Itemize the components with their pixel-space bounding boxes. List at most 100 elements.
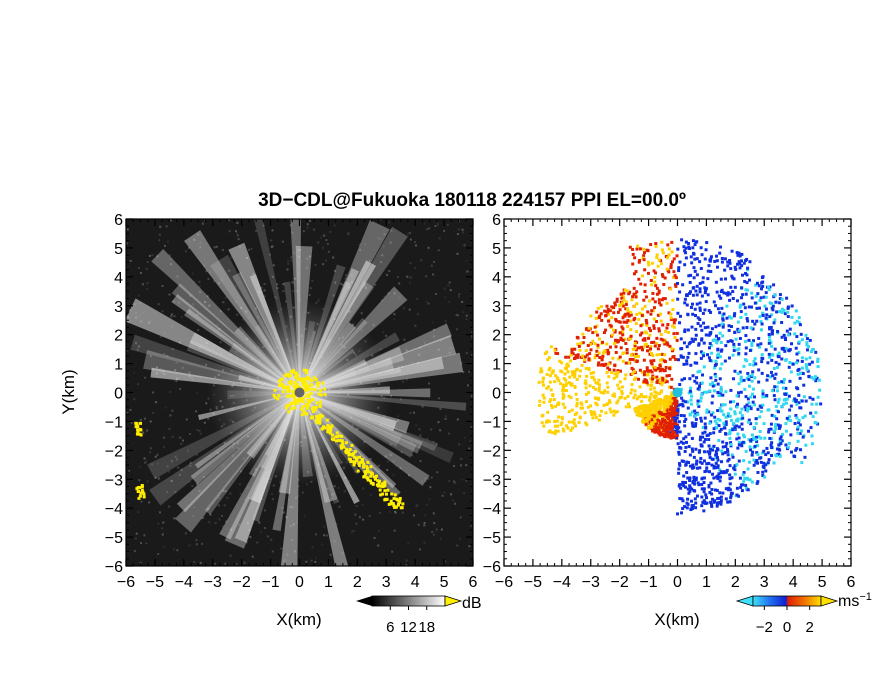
snr-saturated-cell (391, 502, 395, 506)
velocity-cell (809, 411, 813, 415)
velocity-cell (559, 382, 563, 386)
velocity-cell (672, 270, 676, 274)
velocity-cell (562, 395, 566, 399)
velocity-cell (655, 286, 659, 290)
snr-noise-cell (152, 411, 155, 414)
snr-noise-cell (282, 290, 285, 293)
snr-saturated-cell (301, 381, 305, 385)
velocity-cell (675, 404, 679, 408)
snr-x-tick-label: 1 (324, 574, 333, 591)
velocity-cell (750, 373, 754, 377)
velocity-cell (762, 461, 766, 465)
snr-noise-cell (424, 222, 427, 225)
snr-saturated-cell (378, 488, 382, 492)
velocity-cell (569, 382, 573, 386)
velocity-cell (778, 297, 782, 301)
velocity-cell (647, 326, 651, 330)
velocity-cell (612, 392, 616, 396)
velocity-cell (690, 507, 694, 511)
snr-saturated-cell (344, 441, 348, 445)
velocity-cell (684, 256, 688, 260)
snr-noise-cell (156, 255, 159, 258)
velocity-cell (567, 420, 571, 424)
snr-noise-cell (188, 371, 191, 374)
velocity-cell (660, 273, 664, 277)
velocity-cell (592, 371, 596, 375)
velocity-cell (742, 435, 746, 439)
velocity-cell (651, 309, 655, 313)
velocity-cell (768, 339, 772, 343)
velocity-cell (716, 465, 720, 469)
snr-noise-cell (171, 435, 174, 438)
velocity-cell (797, 401, 801, 405)
snr-noise-cell (407, 231, 410, 234)
snr-saturated-cell (301, 397, 305, 401)
velocity-cell (713, 415, 717, 419)
velocity-cell (654, 284, 658, 288)
velocity-cell (682, 362, 686, 366)
snr-saturated-cell (365, 470, 369, 474)
snr-noise-cell (325, 239, 328, 242)
snr-noise-cell (207, 417, 210, 420)
velocity-cell (729, 407, 733, 411)
snr-noise-cell (426, 228, 429, 231)
velocity-cell (637, 377, 641, 381)
velocity-cell (665, 402, 669, 406)
velocity-y-tick-label: 0 (492, 386, 501, 403)
velocity-cell (635, 247, 639, 251)
velocity-cell (640, 345, 644, 349)
velocity-cell (633, 389, 637, 393)
velocity-cell (702, 499, 706, 503)
velocity-cell (745, 376, 749, 380)
snr-saturated-cell (351, 452, 355, 456)
velocity-cell (678, 463, 682, 467)
snr-noise-cell (428, 382, 431, 385)
velocity-cell (584, 366, 588, 370)
snr-noise-cell (465, 314, 468, 317)
velocity-cell (742, 433, 746, 437)
velocity-cell (764, 316, 768, 320)
velocity-cell (643, 283, 647, 287)
snr-noise-cell (429, 486, 432, 489)
snr-y-tick-label: −1 (105, 414, 123, 431)
velocity-cell (739, 303, 743, 307)
velocity-cell (736, 372, 740, 376)
velocity-cell (573, 347, 577, 351)
velocity-cell (665, 374, 669, 378)
velocity-cell (620, 389, 624, 393)
velocity-cell (627, 314, 631, 318)
snr-noise-cell (226, 496, 229, 499)
snr-noise-cell (332, 256, 335, 259)
velocity-cell (703, 470, 707, 474)
snr-noise-cell (308, 255, 311, 258)
velocity-cell (621, 330, 625, 334)
velocity-cell (631, 262, 635, 266)
velocity-cell (787, 365, 791, 369)
velocity-cell (647, 404, 651, 408)
snr-noise-cell (436, 222, 439, 225)
velocity-cell (684, 440, 688, 444)
snr-noise-cell (456, 252, 459, 255)
velocity-cell (693, 269, 697, 273)
snr-noise-cell (329, 553, 332, 556)
velocity-cell (692, 424, 696, 428)
velocity-cell (598, 414, 602, 418)
velocity-cell (565, 382, 569, 386)
velocity-cell (681, 499, 685, 503)
velocity-cell (744, 449, 748, 453)
velocity-cell (726, 500, 730, 504)
snr-noise-cell (385, 334, 388, 337)
snr-noise-cell (174, 455, 177, 458)
velocity-cell (709, 269, 713, 273)
snr-noise-cell (170, 257, 173, 260)
velocity-cell (629, 336, 633, 340)
velocity-cell (678, 462, 682, 466)
velocity-cell (690, 421, 694, 425)
velocity-cell (784, 358, 788, 362)
velocity-cell (650, 413, 654, 417)
snr-noise-cell (337, 499, 340, 502)
velocity-cell (624, 300, 628, 304)
velocity-cell (724, 277, 728, 281)
snr-noise-cell (416, 297, 419, 300)
velocity-cell (746, 476, 750, 480)
